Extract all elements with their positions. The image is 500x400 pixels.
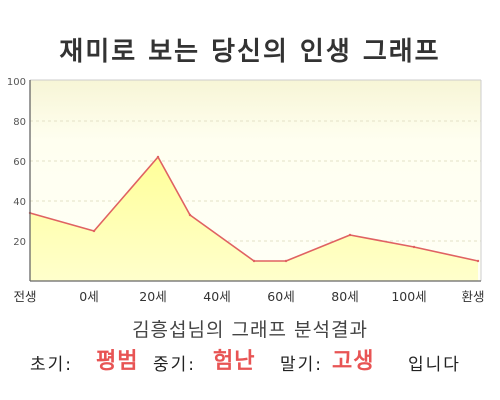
x-tick-label: 40세 xyxy=(203,289,230,304)
series-area xyxy=(30,157,478,281)
y-tick-label: 60 xyxy=(13,157,26,168)
chart-title: 재미로 보는 당신의 인생 그래프 xyxy=(59,37,441,67)
x-tick-label: 60세 xyxy=(267,289,294,304)
x-tick-label: 0세 xyxy=(79,289,98,304)
y-tick-label: 40 xyxy=(13,197,26,208)
data-point-2 xyxy=(156,155,160,159)
early-stage-value: 평범 xyxy=(96,349,139,374)
x-tick-label: 100세 xyxy=(391,289,426,304)
axes xyxy=(29,79,482,282)
result-suffix: 입니다 xyxy=(408,355,461,375)
y-tick-label: 100 xyxy=(7,77,26,88)
y-tick-label: 80 xyxy=(13,117,26,128)
data-point-8 xyxy=(476,259,480,263)
x-tick-label: 환생 xyxy=(461,289,484,304)
mid-stage-label: 중기: xyxy=(153,355,197,375)
data-point-1 xyxy=(92,229,96,233)
life-graph-chart: 20 40 60 80 100 전생 0세 20세 40세 60세 80세 100세 환생 xyxy=(7,77,485,304)
data-point-6 xyxy=(348,233,352,237)
y-tick-labels: 20 40 60 80 100 xyxy=(7,77,26,248)
x-tick-label: 80세 xyxy=(331,289,358,304)
data-point-4 xyxy=(252,259,256,263)
data-point-5 xyxy=(284,259,288,263)
late-stage-label: 말기: xyxy=(280,355,324,375)
late-stage-value: 고생 xyxy=(332,349,375,374)
early-stage-label: 초기: xyxy=(30,355,74,375)
mid-stage-value: 험난 xyxy=(213,349,256,374)
x-tick-label: 전생 xyxy=(13,289,36,304)
result-heading: 김흥섭님의 그래프 분석결과 xyxy=(132,319,368,341)
x-tick-label: 20세 xyxy=(139,289,166,304)
data-point-3 xyxy=(188,213,192,217)
data-point-7 xyxy=(412,245,416,249)
y-tick-label: 20 xyxy=(13,237,26,248)
x-tick-labels: 전생 0세 20세 40세 60세 80세 100세 환생 xyxy=(13,289,484,304)
